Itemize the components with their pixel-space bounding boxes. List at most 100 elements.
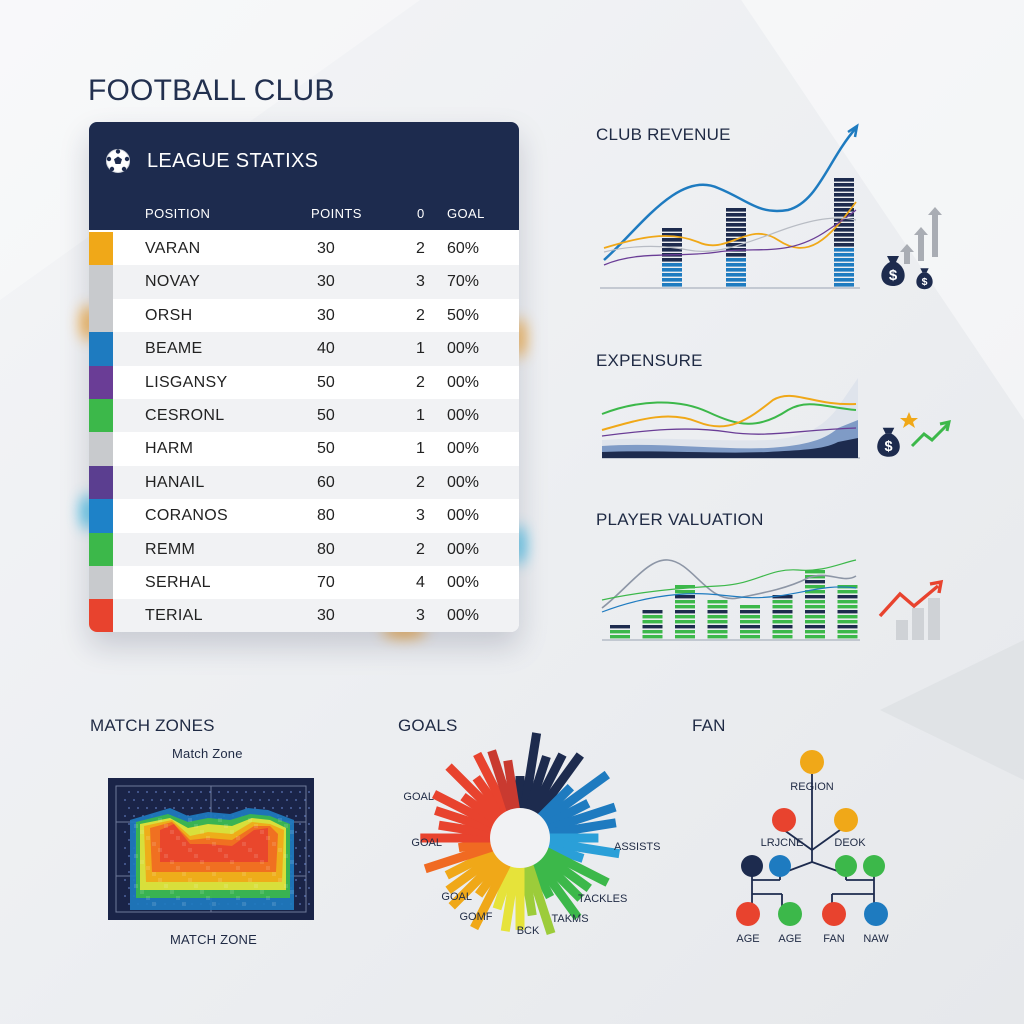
goals-radial-bar — [438, 820, 494, 839]
table-row: VARAN 30 2 60% — [89, 232, 519, 266]
goals-radial-bar — [536, 854, 584, 902]
match-zone-subtitle: Match Zone — [172, 746, 243, 761]
team-zero-value: 4 — [416, 573, 425, 591]
star-icon — [900, 412, 918, 428]
table-row: SERHAL 70 4 00% — [89, 565, 519, 600]
tree-leaf-label: AGE — [736, 933, 759, 945]
goals-radial-bar — [448, 854, 504, 910]
row-color-marker — [89, 232, 113, 266]
tree-leaf-label: AGE — [778, 933, 801, 945]
goals-radial-bar — [524, 863, 556, 936]
row-color-marker — [89, 532, 113, 566]
table-row: HANAIL 60 2 00% — [89, 465, 519, 500]
tree-leaf-node — [864, 902, 888, 926]
goals-radial-bar — [423, 842, 495, 874]
goals-radial-bar — [500, 864, 521, 932]
valuation-bar — [642, 610, 663, 639]
match-zone-heatmap — [108, 778, 314, 920]
goals-radial-bar — [528, 752, 567, 816]
team-zero-value: 2 — [416, 373, 425, 391]
tree-node — [772, 808, 796, 832]
league-rows: VARAN 30 2 60% NOVAY 30 3 70% ORSH 30 2 50% BEAME 40 1… — [89, 232, 519, 632]
row-color-marker — [89, 398, 113, 433]
goals-label: BCK — [517, 925, 540, 937]
tree-leaf-node — [822, 902, 846, 926]
team-name: BEAME — [145, 340, 203, 358]
tree-node-region — [800, 750, 824, 774]
team-name: SERHAL — [145, 573, 211, 591]
team-zero-value: 2 — [416, 240, 425, 257]
goals-radial-bar — [540, 770, 610, 826]
goals-radial-bar — [536, 783, 575, 822]
team-name: CORANOS — [145, 507, 228, 525]
goals-radial-bar — [532, 858, 582, 921]
goals-radial-chart: GOAL GOAL GOAL GOMF BCK TAKMS TACKLES ASSISTS — [403, 732, 660, 937]
expense-area-mid — [602, 420, 858, 458]
tree-connector — [811, 829, 841, 851]
match-zone-caption: MATCH ZONE — [170, 932, 257, 947]
goals-radial-bar — [542, 846, 610, 887]
goals-label: GOAL — [403, 791, 434, 803]
revenue-trend-line — [603, 127, 857, 261]
fan-tree-diagram: REGION LRJCNE DEOK AGE AGE FAN NAW — [736, 750, 889, 945]
money-bag-icon: $ — [881, 256, 905, 286]
team-goal: 00% — [447, 540, 480, 558]
team-goal: 00% — [447, 573, 480, 591]
table-row: TERIAL 30 3 00% — [89, 599, 519, 632]
trend-arrow-icon — [847, 123, 859, 138]
table-row: HARM 50 1 00% — [89, 432, 519, 466]
column-header-position: POSITION — [145, 206, 211, 221]
goals-radial-bar — [487, 749, 516, 813]
money-bag-icon: $ — [877, 427, 900, 457]
table-row: CESRONL 50 1 00% — [89, 398, 519, 433]
team-name: NOVAY — [145, 273, 201, 291]
team-points: 50 — [317, 406, 335, 424]
goals-radial-bar — [492, 863, 516, 911]
goals-radial-bar — [542, 799, 591, 830]
club-revenue-chart: $ $ — [600, 123, 942, 290]
valuation-bar — [837, 585, 858, 639]
league-table: LEAGUE STATIXS POSITION POINTS 0 GOAL VA… — [89, 122, 519, 632]
growth-arrows-icon — [900, 207, 942, 264]
valuation-line-gray — [601, 559, 857, 609]
revenue-line-purple — [603, 209, 857, 266]
team-points: 60 — [317, 473, 335, 491]
valuation-bar — [610, 625, 630, 639]
team-points: 80 — [317, 540, 335, 558]
goals-label: TAKMS — [551, 913, 588, 925]
goals-radial-bar — [431, 790, 498, 830]
goals-radial-bar — [532, 752, 584, 818]
valuation-bar — [707, 600, 728, 639]
page-title: FOOTBALL CLUB — [88, 74, 335, 107]
tree-node — [834, 808, 858, 832]
team-name: ORSH — [145, 306, 193, 324]
table-row: BEAME 40 1 00% — [89, 332, 519, 366]
team-goal: 00% — [447, 406, 480, 424]
goals-radial-bar — [519, 864, 537, 917]
tree-label: LRJCNE — [761, 837, 804, 849]
valuation-line-green — [601, 559, 857, 601]
revenue-line-gray — [603, 217, 857, 253]
revenue-bar — [834, 178, 854, 287]
row-color-marker — [89, 465, 113, 500]
goals-radial-bar — [445, 763, 504, 822]
revenue-bar — [726, 208, 746, 287]
team-goal: 00% — [447, 373, 480, 391]
goals-radial-bar — [546, 837, 621, 859]
goals-radial-bar — [470, 860, 512, 931]
team-points: 30 — [317, 607, 335, 625]
tree-node — [741, 855, 763, 877]
soccer-ball-icon — [106, 149, 130, 173]
team-goal: 00% — [447, 440, 480, 458]
row-color-marker — [89, 599, 113, 632]
valuation-bar — [772, 595, 793, 639]
trend-arrow-icon — [910, 422, 950, 448]
goals-label: GOAL — [411, 837, 442, 849]
team-zero-value: 1 — [416, 340, 425, 358]
goals-label: TACKLES — [578, 893, 627, 905]
goals-title: GOALS — [398, 716, 458, 735]
goals-radial-bar — [546, 818, 617, 839]
team-name: VARAN — [145, 240, 201, 257]
goals-label: GOAL — [441, 891, 472, 903]
goals-center-hole — [490, 808, 550, 868]
